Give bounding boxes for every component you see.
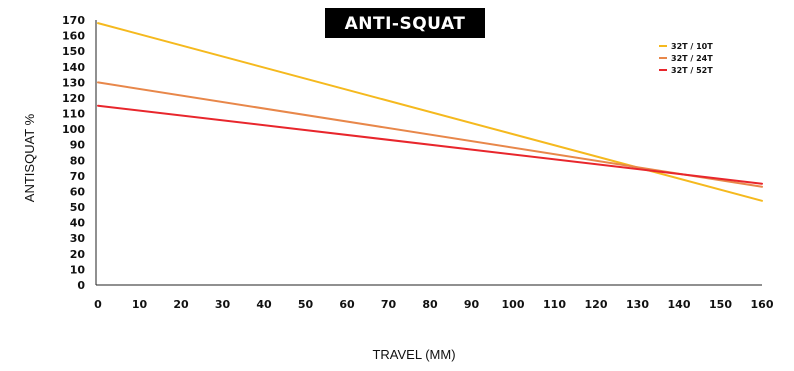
x-tick-label: 160	[751, 298, 774, 311]
y-tick-label: 170	[62, 14, 85, 27]
y-tick-label: 130	[62, 76, 85, 89]
y-tick-label: 150	[62, 45, 85, 58]
y-tick-label: 120	[62, 92, 85, 105]
x-tick-label: 90	[464, 298, 480, 311]
x-axis-label: TRAVEL (MM)	[372, 347, 455, 362]
x-tick-label: 110	[543, 298, 566, 311]
chart-title: ANTI-SQUAT	[345, 14, 466, 34]
x-axis-ticks: 0 10 20 30 40 50 60 70 80 90 100 110 120 130 140 150 160	[94, 298, 774, 311]
y-tick-label: 0	[77, 279, 85, 292]
title-background	[325, 8, 485, 38]
x-tick-label: 150	[709, 298, 732, 311]
x-tick-label: 10	[132, 298, 148, 311]
x-tick-label: 80	[422, 298, 438, 311]
y-tick-label: 40	[70, 217, 86, 230]
y-tick-label: 10	[70, 263, 86, 276]
x-tick-label: 20	[173, 298, 189, 311]
legend: 32T / 10T 32T / 24T 32T / 52T	[659, 42, 713, 75]
x-tick-label: 130	[626, 298, 649, 311]
y-tick-label: 160	[62, 30, 85, 43]
y-tick-label: 50	[70, 201, 86, 214]
series-line	[97, 104, 763, 185]
x-tick-label: 140	[668, 298, 691, 311]
series-line	[97, 22, 763, 202]
y-tick-label: 80	[70, 154, 86, 167]
x-tick-label: 120	[585, 298, 608, 311]
x-tick-label: 30	[215, 298, 231, 311]
x-tick-label: 70	[381, 298, 397, 311]
series-line	[97, 81, 763, 188]
y-tick-label: 70	[70, 170, 86, 183]
y-tick-label: 110	[62, 108, 85, 121]
y-tick-label: 20	[70, 248, 86, 261]
y-tick-label: 30	[70, 232, 86, 245]
y-tick-label: 100	[62, 123, 85, 136]
x-tick-label: 100	[502, 298, 525, 311]
x-tick-label: 0	[94, 298, 102, 311]
y-axis-ticks: 0 10 20 30 40 50 60 70 80 90 100 110 120 130 140 150 160…	[62, 14, 85, 292]
x-tick-label: 50	[298, 298, 314, 311]
y-tick-label: 90	[70, 139, 86, 152]
legend-item-label: 32T / 24T	[671, 54, 713, 63]
x-tick-label: 60	[339, 298, 355, 311]
y-axis-label: ANTISQUAT %	[22, 113, 37, 202]
y-tick-label: 140	[62, 61, 85, 74]
legend-item-label: 32T / 10T	[671, 42, 713, 51]
legend-item-label: 32T / 52T	[671, 66, 713, 75]
y-tick-label: 60	[70, 185, 86, 198]
series-lines	[97, 22, 763, 202]
x-tick-label: 40	[256, 298, 272, 311]
